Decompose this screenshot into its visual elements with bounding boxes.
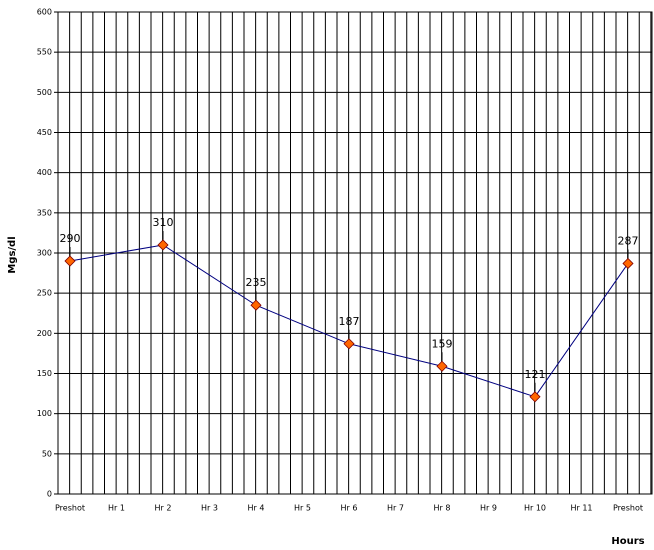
y-tick-label: 350	[37, 208, 52, 217]
plot-border	[57, 11, 653, 495]
x-tick-label: Hr 5	[294, 504, 311, 513]
x-tick-label: Hr 3	[201, 504, 218, 513]
marker	[436, 360, 448, 372]
x-tick-label: Hr 2	[155, 504, 172, 513]
y-tick-label: 300	[37, 249, 52, 258]
x-tick-label: Hr 10	[524, 504, 546, 513]
x-tick-label: Hr 9	[480, 504, 497, 513]
x-tick-label: Preshot	[55, 504, 85, 513]
y-tick-label: 200	[37, 329, 52, 338]
marker	[64, 255, 76, 267]
y-tick-label: 450	[37, 128, 52, 137]
y-tick-label: 150	[37, 369, 52, 378]
x-tick-label: Hr 4	[248, 504, 265, 513]
x-tick-label: Hr 1	[108, 504, 125, 513]
marker	[529, 391, 541, 403]
marker	[343, 338, 355, 350]
x-tick-label: Hr 8	[434, 504, 451, 513]
y-tick-label: 600	[37, 8, 52, 17]
x-tick-label: Hr 6	[341, 504, 358, 513]
marker	[250, 299, 262, 311]
y-axis-label: Mgs/dl	[7, 236, 18, 273]
y-tick-label: 50	[42, 449, 52, 458]
y-tick-label: 100	[37, 409, 52, 418]
data-label: 310	[153, 216, 174, 229]
data-label: 187	[339, 315, 360, 328]
data-label: 287	[618, 234, 639, 247]
x-tick-label: Preshot	[613, 504, 643, 513]
data-label: 290	[60, 232, 81, 245]
marker	[157, 239, 169, 251]
y-tick-label: 0	[47, 490, 52, 499]
data-label: 159	[432, 337, 453, 350]
x-tick-label: Hr 11	[570, 504, 592, 513]
y-tick-label: 500	[37, 88, 52, 97]
x-tick-label: Hr 7	[387, 504, 404, 513]
data-label: 235	[246, 276, 267, 289]
y-tick-label: 400	[37, 168, 52, 177]
data-label: 121	[525, 368, 546, 381]
x-axis-label: Hours	[611, 536, 644, 547]
y-tick-label: 250	[37, 289, 52, 298]
marker	[622, 257, 634, 270]
y-tick-label: 550	[37, 48, 52, 57]
